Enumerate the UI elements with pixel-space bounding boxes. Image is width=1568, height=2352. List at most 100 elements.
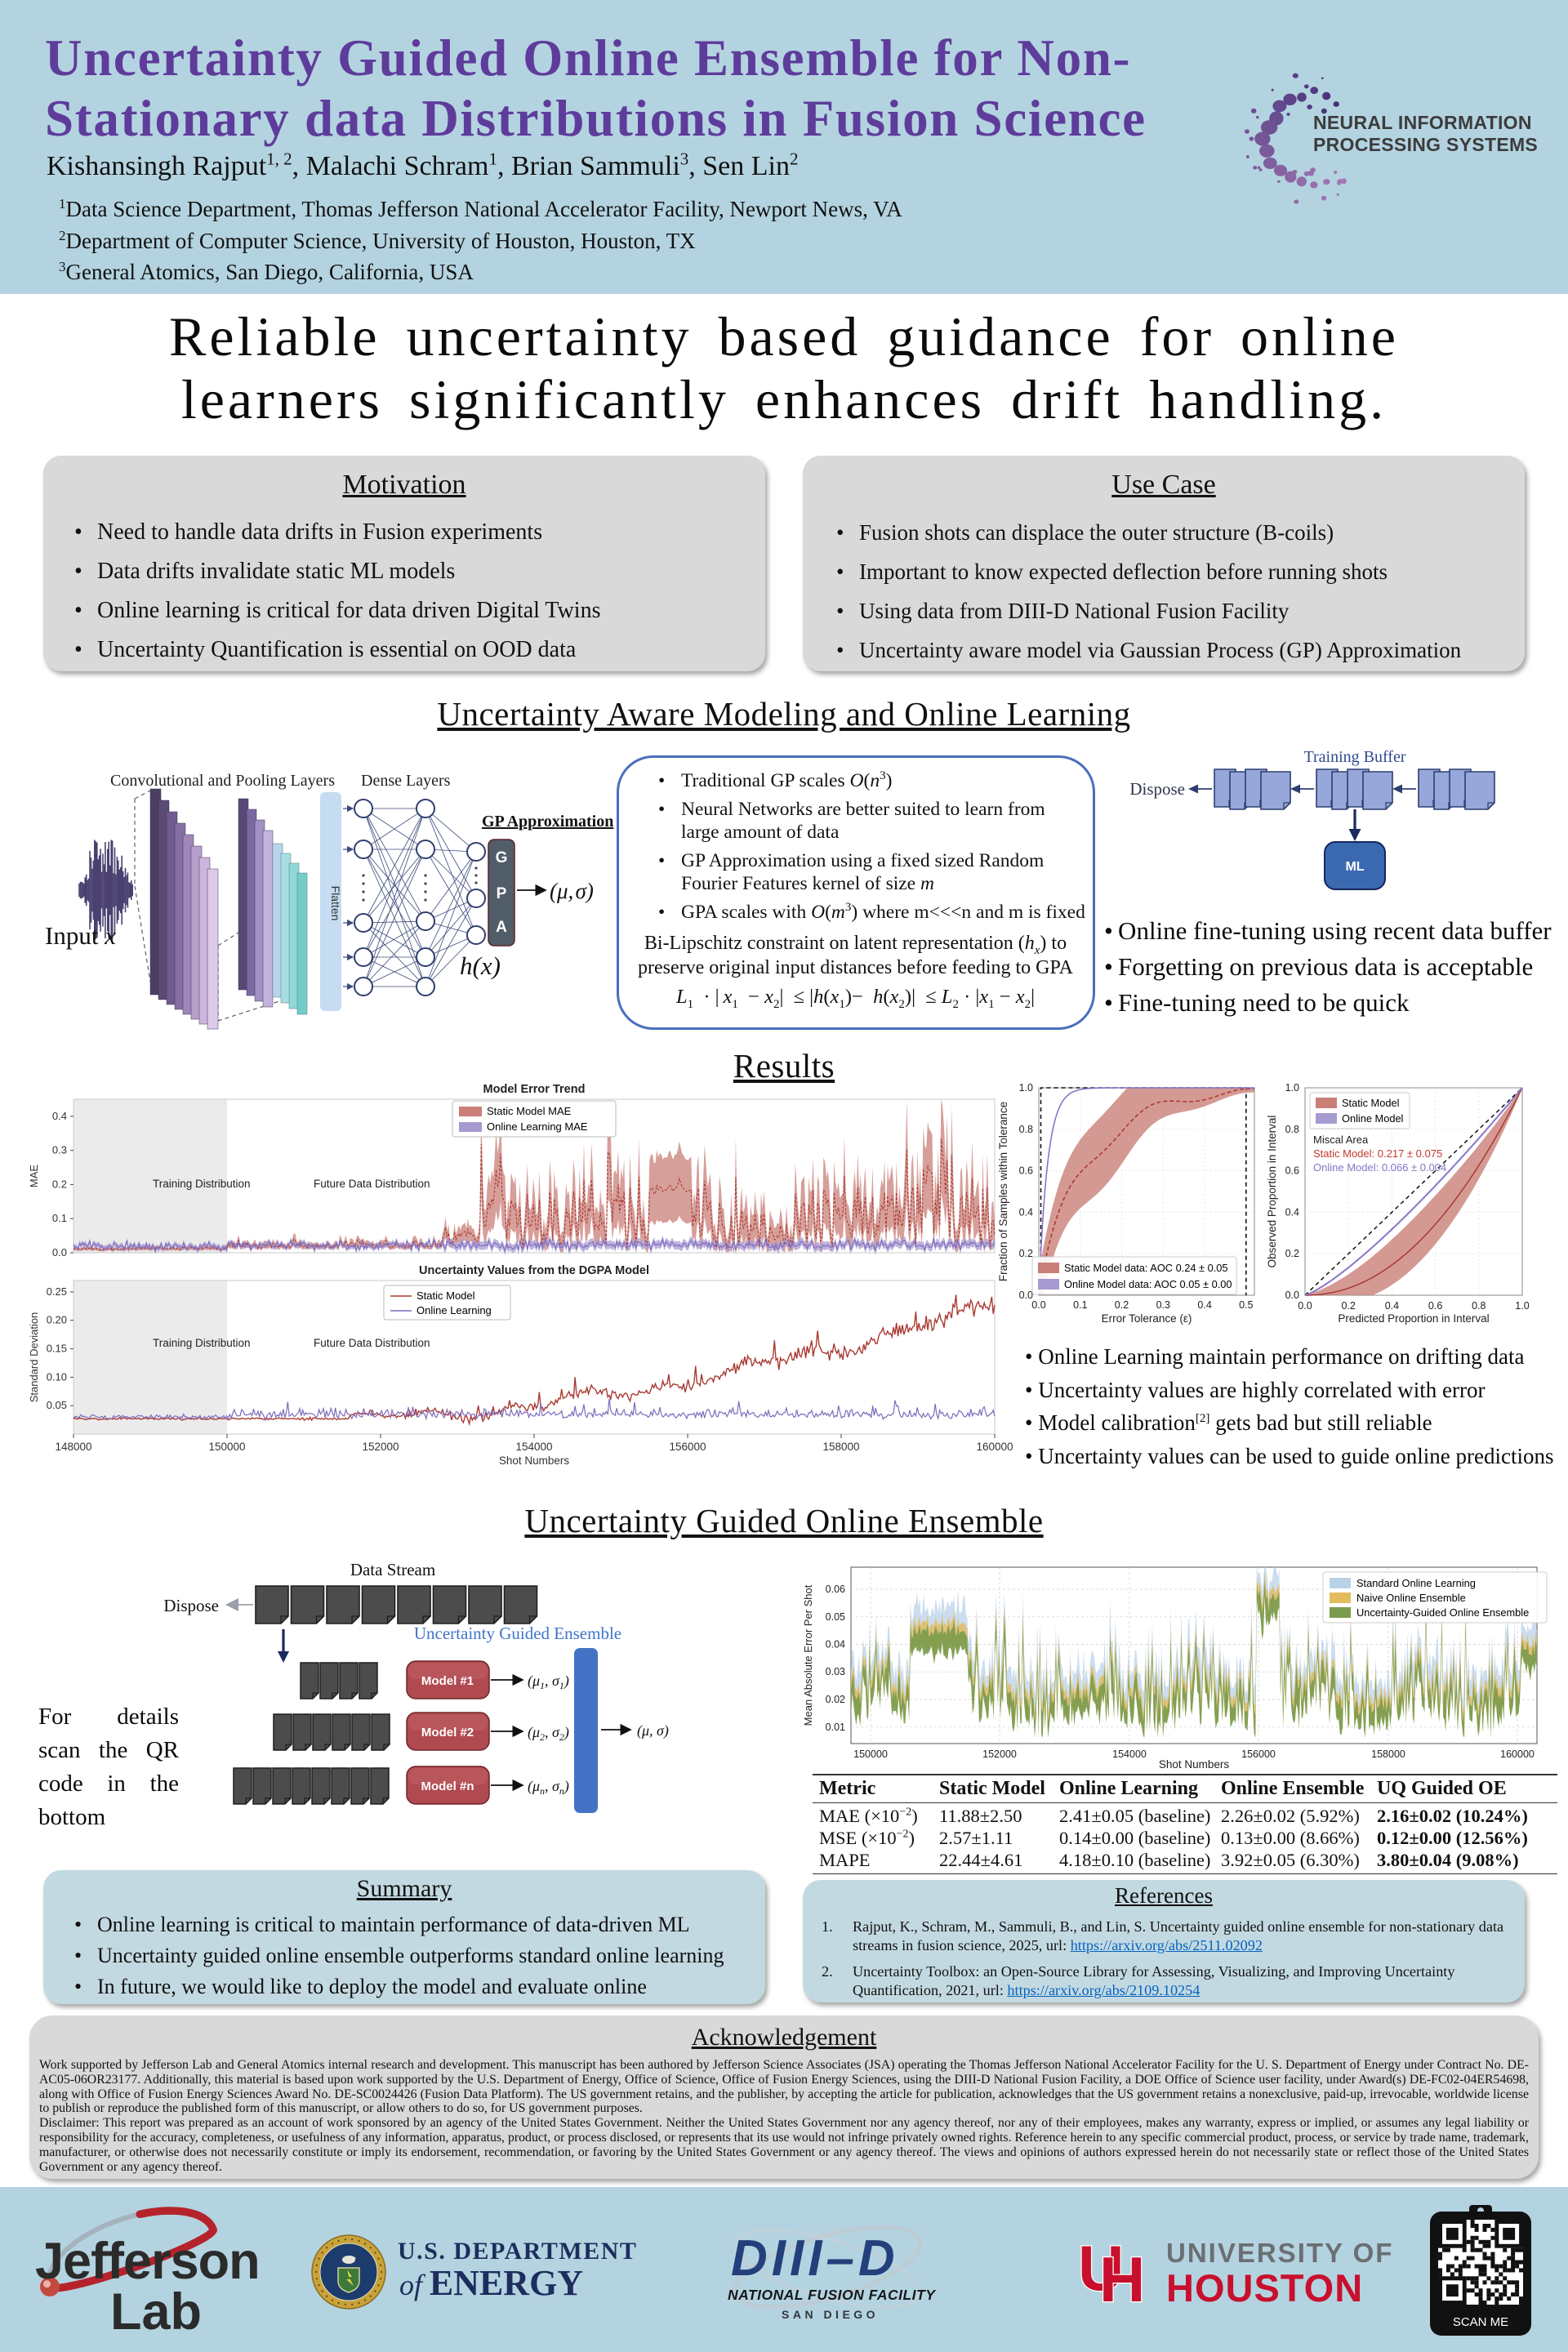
- svg-text:0.15: 0.15: [47, 1343, 67, 1355]
- svg-text:0.0: 0.0: [52, 1246, 67, 1258]
- svg-text:156000: 156000: [1241, 1748, 1276, 1760]
- svg-text:Shot Numbers: Shot Numbers: [499, 1454, 570, 1467]
- svg-text:158000: 158000: [822, 1441, 859, 1453]
- svg-text:0.3: 0.3: [52, 1144, 67, 1156]
- svg-text:MAE: MAE: [28, 1165, 40, 1188]
- svg-text:0.8: 0.8: [1472, 1300, 1486, 1312]
- svg-text:1.0: 1.0: [1515, 1300, 1529, 1312]
- svg-text:P: P: [497, 885, 507, 902]
- svg-text:U: U: [1078, 2239, 1124, 2304]
- svg-text:154000: 154000: [515, 1441, 552, 1453]
- svg-text:0.0: 0.0: [1031, 1299, 1045, 1311]
- svg-text:Uncertainty-Guided Online Ense: Uncertainty-Guided Online Ensemble: [1356, 1606, 1529, 1619]
- svg-text:0.01: 0.01: [826, 1722, 845, 1733]
- svg-text:0.2: 0.2: [1285, 1248, 1299, 1259]
- svg-text:152000: 152000: [362, 1441, 399, 1453]
- svg-text:0.06: 0.06: [826, 1584, 845, 1595]
- svg-text:Shot Numbers: Shot Numbers: [1159, 1758, 1230, 1771]
- svg-text:h(x): h(x): [460, 951, 501, 980]
- svg-text:150000: 150000: [208, 1441, 245, 1453]
- svg-text:(μ, σ): (μ, σ): [550, 879, 594, 903]
- svg-text:Online Learning MAE: Online Learning MAE: [487, 1120, 588, 1133]
- svg-text:H: H: [1099, 2243, 1145, 2308]
- svg-text:Flatten: Flatten: [329, 886, 342, 921]
- svg-text:Convolutional and Pooling Laye: Convolutional and Pooling Layers: [110, 772, 335, 790]
- svg-text:Observed Proportion in Interva: Observed Proportion in Interval: [1266, 1116, 1278, 1268]
- svg-text:A: A: [496, 919, 507, 936]
- svg-text:0.05: 0.05: [826, 1611, 845, 1623]
- svg-text:Static Model MAE: Static Model MAE: [487, 1105, 572, 1117]
- svg-text:Static Model: Static Model: [1342, 1097, 1399, 1109]
- svg-text:Uncertainty Values from the DG: Uncertainty Values from the DGPA Model: [419, 1264, 649, 1277]
- svg-text:NEURAL INFORMATION: NEURAL INFORMATION: [1313, 112, 1532, 133]
- svg-text:NATIONAL FUSION FACILITY: NATIONAL FUSION FACILITY: [728, 2287, 936, 2303]
- svg-text:0.5: 0.5: [1239, 1299, 1253, 1311]
- svg-text:0.4: 0.4: [1019, 1206, 1033, 1218]
- svg-text:0.0: 0.0: [1298, 1300, 1312, 1312]
- svg-text:ML: ML: [1345, 860, 1364, 874]
- svg-text:158000: 158000: [1371, 1748, 1405, 1760]
- svg-text:Future Data Distribution: Future Data Distribution: [314, 1178, 430, 1190]
- svg-text:0.4: 0.4: [1285, 1206, 1299, 1218]
- svg-text:Dispose: Dispose: [1129, 779, 1185, 799]
- svg-text:150000: 150000: [853, 1748, 888, 1760]
- svg-text:Miscal Area: Miscal Area: [1313, 1134, 1369, 1146]
- svg-text:0.10: 0.10: [47, 1370, 67, 1383]
- svg-text:0.6: 0.6: [1285, 1165, 1299, 1177]
- svg-text:0.6: 0.6: [1428, 1300, 1442, 1312]
- svg-text:0.2: 0.2: [1342, 1300, 1356, 1312]
- svg-text:0.03: 0.03: [826, 1666, 845, 1677]
- svg-text:0.8: 0.8: [1019, 1124, 1033, 1135]
- svg-text:(μn, σn): (μn, σn): [528, 1778, 569, 1797]
- svg-text:Data Stream: Data Stream: [350, 1560, 435, 1579]
- svg-text:0.4: 0.4: [1385, 1300, 1399, 1312]
- svg-text:0.8: 0.8: [1285, 1124, 1299, 1135]
- svg-text:Online Learning: Online Learning: [416, 1304, 492, 1316]
- svg-text:(μ, σ): (μ, σ): [637, 1722, 669, 1740]
- svg-text:GP Approximation: GP Approximation: [482, 813, 613, 831]
- svg-text:0.1: 0.1: [1073, 1299, 1087, 1311]
- svg-text:Jefferson: Jefferson: [35, 2233, 260, 2290]
- svg-text:Model #n: Model #n: [421, 1780, 474, 1793]
- svg-text:Static Model data: AOC 0.24 ±: Static Model data: AOC 0.24 ± 0.05: [1064, 1262, 1228, 1274]
- svg-text:Naive Online Ensemble: Naive Online Ensemble: [1356, 1592, 1466, 1604]
- svg-text:Mean Absolute Error Per Shot: Mean Absolute Error Per Shot: [802, 1584, 814, 1726]
- svg-text:Model Error Trend: Model Error Trend: [483, 1083, 586, 1096]
- svg-text:0.3: 0.3: [1156, 1299, 1170, 1311]
- svg-text:Training Distribution: Training Distribution: [153, 1337, 251, 1349]
- svg-text:0.1: 0.1: [52, 1212, 67, 1224]
- svg-text:Training Distribution: Training Distribution: [153, 1178, 251, 1190]
- svg-text:0.2: 0.2: [52, 1178, 67, 1190]
- svg-text:Model #2: Model #2: [421, 1726, 474, 1740]
- svg-text:148000: 148000: [55, 1441, 91, 1453]
- svg-text:Online Model: 0.066 ± 0.004: Online Model: 0.066 ± 0.004: [1313, 1161, 1446, 1174]
- svg-text:152000: 152000: [982, 1748, 1017, 1760]
- svg-text:0.2: 0.2: [1019, 1248, 1033, 1259]
- svg-text:Input x: Input x: [45, 921, 116, 950]
- svg-text:DIII–D: DIII–D: [731, 2230, 899, 2287]
- svg-text:160000: 160000: [1500, 1748, 1535, 1760]
- svg-text:0.2: 0.2: [1115, 1299, 1129, 1311]
- svg-text:154000: 154000: [1112, 1748, 1147, 1760]
- svg-text:Dispose: Dispose: [163, 1596, 219, 1615]
- svg-text:PROCESSING SYSTEMS: PROCESSING SYSTEMS: [1313, 134, 1538, 155]
- svg-text:Static Model: 0.217 ± 0.075: Static Model: 0.217 ± 0.075: [1313, 1147, 1442, 1160]
- svg-text:SAN DIEGO: SAN DIEGO: [782, 2308, 879, 2321]
- svg-text:Training Buffer: Training Buffer: [1304, 748, 1406, 766]
- svg-text:Online Model data: AOC 0.05 ±: Online Model data: AOC 0.05 ± 0.00: [1064, 1278, 1232, 1290]
- svg-text:0.0: 0.0: [1019, 1290, 1033, 1301]
- svg-text:0.0: 0.0: [1285, 1290, 1299, 1301]
- svg-text:Dense Layers: Dense Layers: [361, 772, 451, 790]
- svg-text:156000: 156000: [669, 1441, 706, 1453]
- svg-text:Online Model: Online Model: [1342, 1112, 1403, 1125]
- svg-text:Lab: Lab: [110, 2283, 202, 2341]
- svg-text:0.05: 0.05: [47, 1399, 67, 1411]
- svg-text:Future Data Distribution: Future Data Distribution: [314, 1337, 430, 1349]
- svg-text:Model #1: Model #1: [421, 1674, 474, 1688]
- svg-text:0.6: 0.6: [1019, 1165, 1033, 1177]
- svg-text:(μ2, σ2): (μ2, σ2): [528, 1724, 569, 1743]
- svg-text:Standard Deviation: Standard Deviation: [28, 1312, 40, 1403]
- svg-text:0.04: 0.04: [826, 1639, 845, 1650]
- svg-text:(μ1, σ1): (μ1, σ1): [528, 1673, 569, 1691]
- svg-text:0.25: 0.25: [47, 1285, 67, 1298]
